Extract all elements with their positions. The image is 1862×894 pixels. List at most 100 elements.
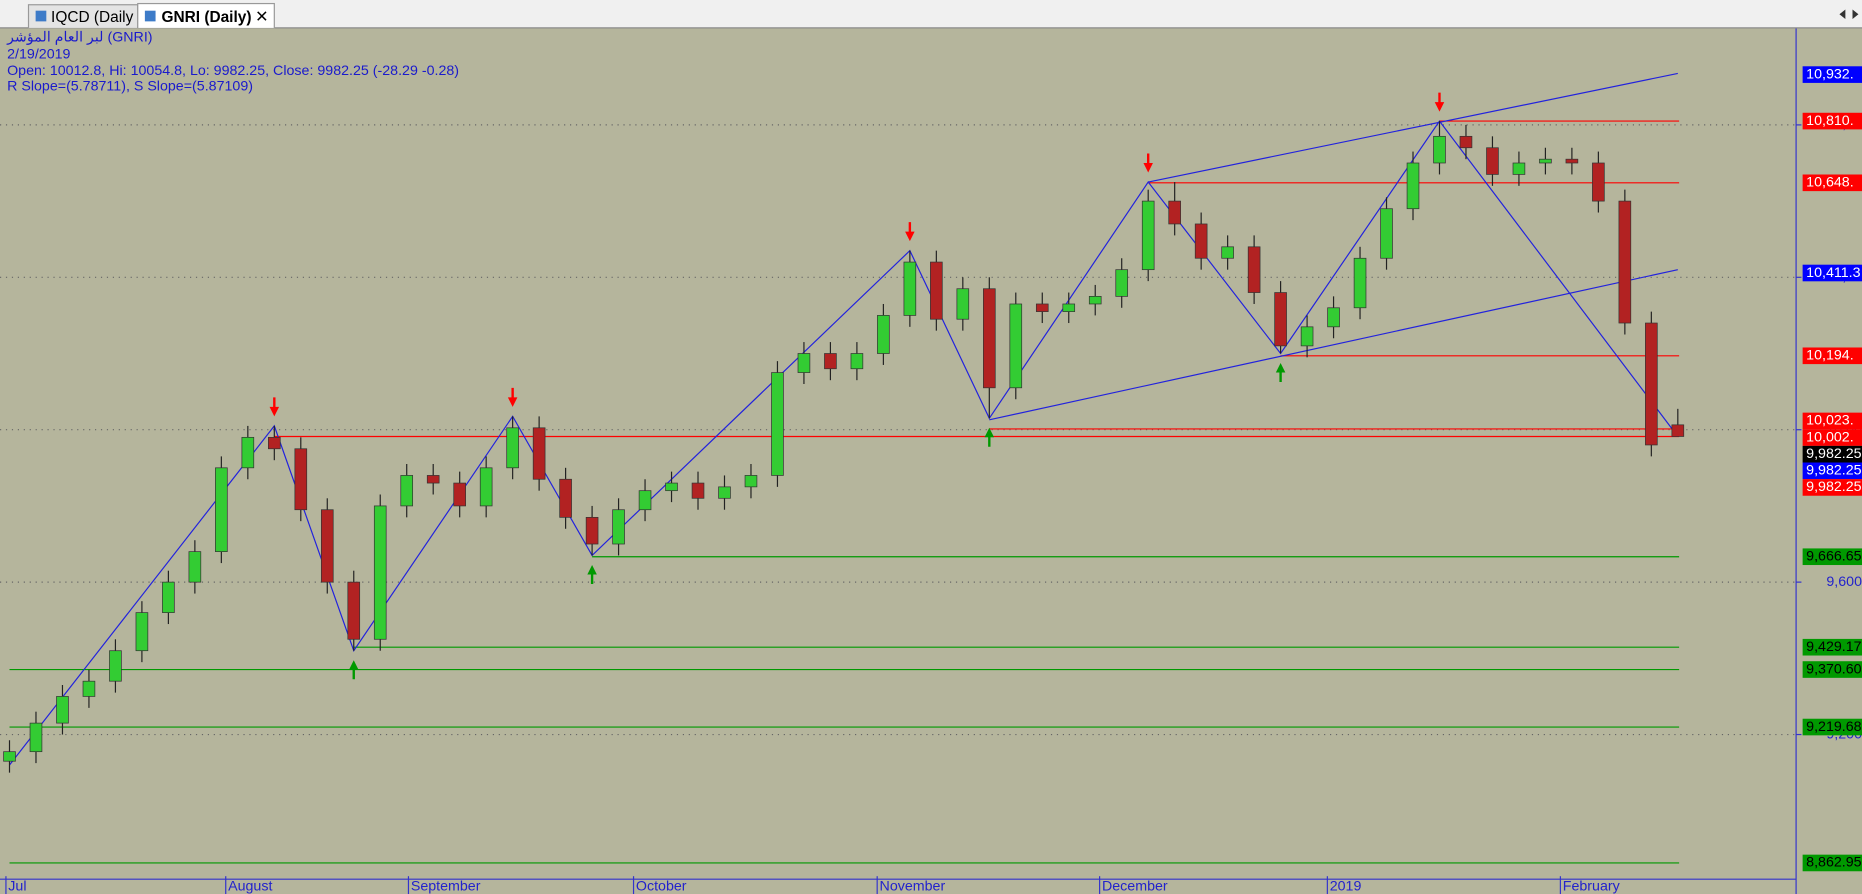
price-box bbox=[1802, 548, 1862, 566]
price-box bbox=[1802, 112, 1862, 130]
candle-body bbox=[1221, 246, 1234, 259]
candle-body bbox=[638, 490, 652, 511]
candle-body bbox=[744, 475, 758, 488]
candle-body bbox=[373, 505, 387, 640]
candle-body bbox=[612, 509, 625, 545]
candle-body bbox=[559, 478, 572, 518]
price-label: 9,219.68 bbox=[1806, 719, 1861, 735]
price-label: 10,411.3 bbox=[1806, 265, 1860, 281]
candle-body bbox=[347, 581, 361, 640]
candle-body bbox=[1115, 269, 1129, 297]
candle-body bbox=[426, 475, 440, 484]
price-box bbox=[1802, 66, 1862, 83]
candle-body bbox=[188, 551, 202, 583]
tab-icon bbox=[35, 10, 47, 22]
trough-arrow bbox=[1275, 363, 1286, 383]
candle-body bbox=[56, 696, 69, 724]
price-box bbox=[1802, 412, 1862, 430]
candle-body bbox=[1194, 223, 1208, 259]
candle-body bbox=[241, 436, 255, 469]
candle-body bbox=[903, 261, 917, 316]
x-tick-label: December bbox=[1102, 879, 1168, 894]
trough-arrow bbox=[349, 660, 359, 680]
candle-body bbox=[956, 288, 970, 320]
price-label: 9,982.25 bbox=[1806, 463, 1861, 479]
price-label: 10,194. bbox=[1806, 348, 1854, 364]
candle-body bbox=[585, 516, 599, 545]
candle-body bbox=[1592, 162, 1605, 202]
instrument-name: لبر العام المؤشر (GNRI) bbox=[6, 30, 152, 46]
x-tick-label: September bbox=[411, 879, 481, 894]
candle-body bbox=[1671, 424, 1685, 437]
scroll-arrows[interactable] bbox=[1839, 9, 1859, 19]
price-label: 10,648. bbox=[1806, 175, 1854, 191]
candle-body bbox=[1565, 158, 1579, 164]
candle-body bbox=[665, 482, 678, 492]
price-label: 9,429.17 bbox=[1806, 639, 1861, 655]
price-label: 10,002. bbox=[1806, 429, 1854, 445]
candle-body bbox=[268, 436, 281, 450]
peak-arrow bbox=[507, 387, 518, 407]
candle-body bbox=[691, 482, 705, 499]
tab-bar bbox=[0, 0, 1862, 29]
slopes: R Slope=(5.78711), S Slope=(5.87109) bbox=[7, 78, 253, 94]
price-box bbox=[1802, 174, 1862, 192]
candle-body bbox=[109, 650, 122, 682]
tab-label: IQCD (Daily bbox=[51, 9, 134, 26]
price-label: 10,932. bbox=[1806, 66, 1854, 82]
price-label: 10,023. bbox=[1806, 413, 1854, 429]
price-label: 9,982.25 bbox=[1806, 446, 1861, 462]
price-label: 9,666.65 bbox=[1806, 548, 1861, 564]
candle-body bbox=[850, 353, 864, 370]
tab-active[interactable] bbox=[137, 2, 275, 30]
price-box bbox=[1802, 718, 1862, 736]
price-box bbox=[1802, 462, 1862, 480]
candle-body bbox=[3, 751, 16, 762]
candle-body bbox=[1353, 257, 1367, 309]
tab-icon bbox=[144, 10, 156, 22]
price-box bbox=[1802, 347, 1862, 365]
tab-label: GNRI (Daily) bbox=[162, 9, 252, 26]
trough-arrow bbox=[587, 564, 597, 584]
peak-arrow bbox=[1143, 153, 1153, 173]
x-tick-label: October bbox=[636, 879, 687, 894]
price-box bbox=[1802, 264, 1862, 282]
candle-body bbox=[1433, 135, 1446, 164]
candle-body bbox=[983, 288, 996, 389]
price-label: 8,862.95 bbox=[1806, 855, 1861, 871]
candle-body bbox=[479, 467, 493, 507]
candle-body bbox=[320, 509, 334, 583]
x-tick-label: 2019 bbox=[1330, 879, 1362, 894]
channel-line bbox=[989, 269, 1678, 421]
candle-body bbox=[1168, 200, 1181, 225]
candle-body bbox=[162, 581, 175, 613]
candle-body bbox=[1035, 303, 1049, 312]
peak-arrow bbox=[1434, 92, 1445, 112]
candle-body bbox=[771, 372, 784, 476]
candle-body bbox=[1088, 295, 1102, 305]
ohlc: Open: 10012.8, Hi: 10054.8, Lo: 9982.25,… bbox=[7, 63, 459, 79]
x-tick-label: February bbox=[1563, 879, 1621, 894]
price-box bbox=[1802, 661, 1862, 678]
price-label: 9,370.60 bbox=[1806, 661, 1861, 677]
candle-body bbox=[1380, 208, 1393, 259]
candle-body bbox=[1247, 246, 1261, 293]
candle-body bbox=[1486, 147, 1499, 175]
candle-body bbox=[135, 612, 149, 652]
close-icon[interactable] bbox=[257, 11, 267, 21]
candle-body bbox=[824, 353, 837, 370]
date: 2/19/2019 bbox=[7, 46, 70, 62]
candle-body bbox=[1009, 303, 1023, 389]
candle-body bbox=[1459, 135, 1473, 149]
candle-body bbox=[1512, 162, 1526, 175]
peak-arrow bbox=[905, 222, 915, 242]
candle-body bbox=[1062, 303, 1076, 312]
plot-area bbox=[0, 28, 1796, 879]
candle-body bbox=[1327, 307, 1340, 328]
candle-body bbox=[400, 475, 414, 507]
y-tick-label: 9,600 bbox=[1826, 574, 1862, 590]
candle-body bbox=[930, 261, 943, 320]
candle-body bbox=[532, 427, 546, 480]
candle-body bbox=[294, 448, 308, 511]
